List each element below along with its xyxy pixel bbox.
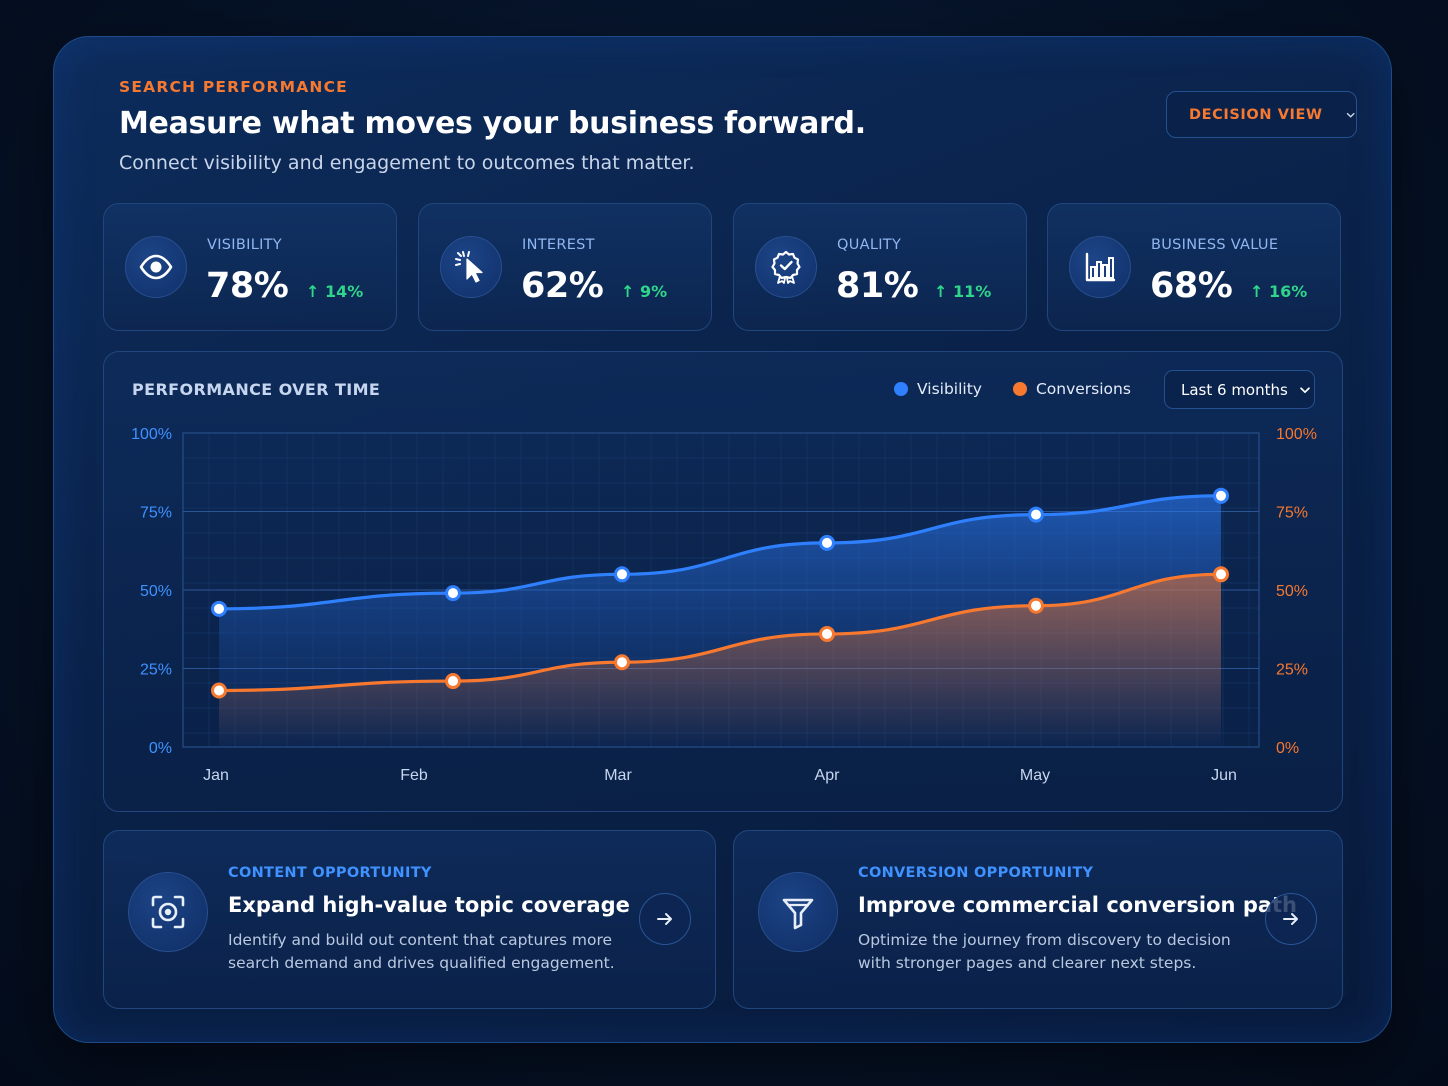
data-point-conversions [614, 654, 630, 671]
legend-label-visibility: Visibility [917, 380, 982, 398]
opportunity-description-line: Identify and build out content that capt… [228, 931, 613, 949]
y2-tick-label: 25% [1276, 662, 1308, 679]
kpi-card-business-value[interactable]: BUSINESS VALUE 68% ↑ 16% [1047, 203, 1341, 331]
decision-view-label: DECISION VIEW [1189, 106, 1323, 123]
decision-view-dropdown[interactable]: DECISION VIEW [1166, 91, 1357, 138]
kpi-delta-value: 16% [1268, 282, 1308, 301]
arrow-up-icon: ↑ [306, 282, 320, 301]
series-line-conversions [217, 572, 1223, 693]
series-area-conversions [219, 574, 1221, 747]
section-eyebrow: SEARCH PERFORMANCE [119, 78, 348, 96]
kpi-delta: ↑ 14% [306, 282, 363, 301]
data-point-conversions [1213, 566, 1229, 583]
kpi-label: QUALITY [837, 237, 902, 253]
series-line-visibility [217, 494, 1223, 611]
arrow-up-icon: ↑ [621, 282, 635, 301]
performance-chart-card: PERFORMANCE OVER TIME Visibility Convers… [103, 351, 1343, 812]
y2-tick-label: 50% [1276, 583, 1308, 600]
x-tick-label: Jan [203, 767, 229, 784]
x-tick-label: Jun [1211, 767, 1237, 784]
opportunity-description: Identify and build out content that capt… [228, 929, 628, 975]
data-point-visibility [1213, 487, 1229, 504]
data-point-conversions [211, 682, 227, 699]
data-point-visibility [211, 600, 227, 617]
x-tick-label: Feb [400, 767, 428, 784]
kpi-value: 68% [1150, 266, 1233, 306]
data-point-conversions [445, 673, 461, 690]
arrow-right-icon [657, 913, 672, 925]
kpi-label: BUSINESS VALUE [1151, 237, 1279, 253]
opportunity-description: Optimize the journey from discovery to d… [858, 929, 1258, 975]
y2-tick-label: 75% [1276, 505, 1308, 522]
y2-tick-label: 0% [1276, 740, 1299, 757]
y-tick-label: 50% [140, 583, 172, 600]
data-point-conversions [819, 625, 835, 642]
chevron-down-icon [1300, 386, 1310, 393]
kpi-delta-value: 14% [324, 282, 364, 301]
opportunity-eyebrow: CONVERSION OPPORTUNITY [858, 865, 1094, 881]
arrow-up-icon: ↑ [1250, 282, 1264, 301]
kpi-value: 78% [206, 266, 289, 306]
funnel-icon [758, 872, 838, 952]
cursor-click-icon [440, 236, 502, 298]
y-tick-label: 75% [140, 505, 172, 522]
opportunity-description-line: Optimize the journey from discovery to d… [858, 931, 1231, 949]
kpi-label: VISIBILITY [207, 237, 282, 253]
chart-legend: Visibility Conversions [894, 380, 1131, 398]
time-range-label: Last 6 months [1181, 380, 1288, 399]
conversion-opportunity-card[interactable]: CONVERSION OPPORTUNITY Improve commercia… [733, 830, 1343, 1009]
data-point-conversions [1028, 597, 1044, 614]
page-title: Measure what moves your business forward… [119, 106, 866, 141]
y-tick-label: 100% [131, 426, 172, 443]
arrow-right-icon [1283, 913, 1298, 925]
kpi-delta: ↑ 9% [621, 282, 667, 301]
award-badge-icon [755, 236, 817, 298]
content-opportunity-card[interactable]: CONTENT OPPORTUNITY Expand high-value to… [103, 830, 716, 1009]
kpi-card-visibility[interactable]: VISIBILITY 78% ↑ 14% [103, 203, 397, 331]
eye-icon [125, 236, 187, 298]
chevron-down-icon [1346, 112, 1355, 117]
kpi-delta-value: 9% [639, 282, 668, 301]
y-tick-label: 0% [149, 740, 172, 757]
data-point-visibility [819, 534, 835, 551]
chart-title: PERFORMANCE OVER TIME [132, 380, 381, 399]
bar-chart-icon [1069, 236, 1131, 298]
opportunity-description-line: search demand and drives qualified engag… [228, 954, 615, 972]
data-point-visibility [614, 566, 630, 583]
time-range-dropdown[interactable]: Last 6 months [1164, 370, 1315, 409]
data-point-visibility [1028, 506, 1044, 523]
legend-dot-conversions [1012, 382, 1027, 396]
focus-target-icon [128, 872, 208, 952]
dashboard-panel: SEARCH PERFORMANCE Measure what moves yo… [53, 36, 1392, 1043]
legend-dot-visibility [894, 382, 908, 396]
arrow-up-icon: ↑ [934, 282, 948, 301]
kpi-delta-value: 11% [952, 282, 992, 301]
kpi-value: 62% [521, 266, 604, 306]
performance-line-chart: 0% 25% 50% 75% 100% 0% 25% 50% 75% 100% Jan Feb Mar A… [131, 426, 1317, 784]
x-tick-label: Apr [815, 767, 841, 784]
data-point-visibility [445, 585, 461, 602]
kpi-value: 81% [836, 266, 919, 306]
opportunity-description-line: with stronger pages and clearer next ste… [858, 954, 1197, 972]
opportunity-title: Improve commercial conversion path [858, 893, 1298, 917]
x-tick-label: May [1020, 767, 1050, 784]
kpi-delta: ↑ 11% [934, 282, 991, 301]
opportunity-title: Expand high-value topic coverage [228, 893, 630, 917]
opportunity-eyebrow: CONTENT OPPORTUNITY [228, 865, 432, 881]
y-tick-label: 25% [140, 662, 172, 679]
kpi-delta: ↑ 16% [1250, 282, 1307, 301]
kpi-card-interest[interactable]: INTEREST 62% ↑ 9% [418, 203, 712, 331]
conversion-opportunity-arrow-button[interactable] [1265, 893, 1317, 945]
x-tick-label: Mar [604, 767, 632, 784]
y2-tick-label: 100% [1276, 426, 1317, 443]
page-subtitle: Connect visibility and engagement to out… [119, 152, 695, 174]
kpi-card-quality[interactable]: QUALITY 81% ↑ 11% [733, 203, 1027, 331]
legend-label-conversions: Conversions [1035, 380, 1131, 398]
kpi-label: INTEREST [522, 237, 595, 253]
content-opportunity-arrow-button[interactable] [639, 893, 691, 945]
